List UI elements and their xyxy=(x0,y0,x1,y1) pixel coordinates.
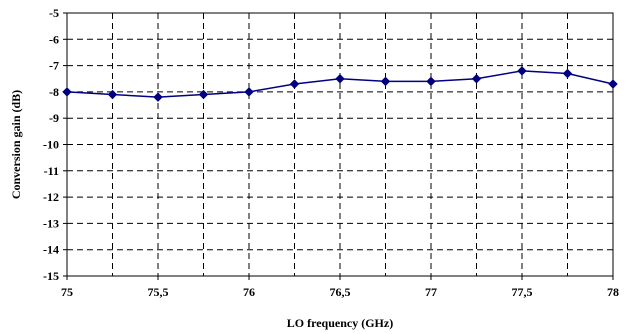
x-axis-ticks: 75 75,5 76 76,5 77 77,5 78 xyxy=(61,276,619,299)
data-point-marker xyxy=(289,79,300,89)
data-point-marker xyxy=(380,76,391,87)
y-tick-label: -9 xyxy=(49,111,59,125)
data-point-marker xyxy=(244,87,254,97)
y-tick-label: -7 xyxy=(49,59,59,73)
grid-lines xyxy=(67,13,613,276)
data-point-marker xyxy=(517,66,527,76)
y-tick-label: -8 xyxy=(49,85,59,99)
y-tick-label: -5 xyxy=(49,6,59,20)
x-tick-label: 77 xyxy=(425,285,437,299)
data-point-marker xyxy=(562,68,573,79)
data-point-marker xyxy=(608,79,618,89)
y-tick-label: -6 xyxy=(49,32,59,46)
data-point-marker xyxy=(107,89,118,100)
y-tick-label: -10 xyxy=(43,138,59,152)
y-tick-label: -15 xyxy=(43,269,59,283)
y-tick-label: -11 xyxy=(44,164,59,178)
y-tick-label: -14 xyxy=(43,243,59,257)
data-point-marker xyxy=(198,89,209,100)
data-point-marker xyxy=(153,92,163,102)
y-axis-ticks: -5 -6 -7 -8 -9 -10 -11 -12 -13 -14 -15 xyxy=(43,6,67,283)
x-tick-label: 75 xyxy=(61,285,73,299)
x-axis-title: LO frequency (GHz) xyxy=(287,316,393,330)
x-tick-label: 75,5 xyxy=(148,285,169,299)
data-point-marker xyxy=(62,87,72,97)
data-point-marker xyxy=(471,74,482,84)
x-tick-label: 76,5 xyxy=(330,285,351,299)
data-point-marker xyxy=(335,74,345,84)
y-axis-title: Conversion gain (dB) xyxy=(9,90,23,199)
data-point-marker xyxy=(426,76,436,87)
x-tick-label: 77,5 xyxy=(512,285,533,299)
series-group xyxy=(62,66,618,102)
y-tick-label: -12 xyxy=(43,190,59,204)
x-tick-label: 78 xyxy=(607,285,619,299)
y-tick-label: -13 xyxy=(43,216,59,230)
x-tick-label: 76 xyxy=(243,285,255,299)
